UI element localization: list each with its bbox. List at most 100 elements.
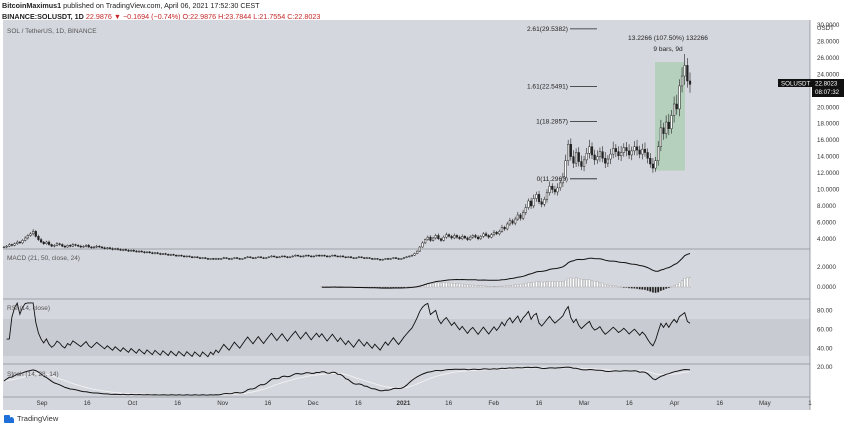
candle-body: [69, 245, 72, 247]
stoch-tick-label: 20.00: [817, 364, 833, 371]
candle-body: [389, 258, 392, 260]
macd-histogram-bar: [437, 282, 440, 288]
measure-box[interactable]: 13.2266 (107.50%) 132266 9 bars, 9d: [628, 35, 708, 171]
candle-body: [177, 254, 180, 257]
candle-body: [122, 249, 125, 251]
candle-body: [418, 246, 421, 252]
candle-body: [230, 258, 233, 260]
candle-body: [172, 254, 175, 256]
macd-histogram-bar: [646, 286, 649, 291]
price-tick-label: 8.0000: [817, 203, 836, 210]
candle-body: [246, 256, 249, 258]
candle-body: [220, 258, 223, 260]
candle-body: [402, 257, 406, 259]
candle-body: [588, 146, 591, 154]
macd-histogram-bar: [381, 286, 384, 288]
candle-body: [670, 115, 673, 129]
macd-histogram-bar: [625, 286, 628, 288]
macd-histogram-bar: [447, 282, 450, 288]
candle-body: [100, 246, 104, 249]
candle-body: [421, 242, 424, 248]
candle-body: [212, 258, 215, 260]
macd-histogram-bar: [519, 284, 522, 288]
candle-body: [585, 153, 588, 161]
macd-histogram-bar: [514, 284, 517, 288]
candle-body: [265, 257, 268, 259]
candle-body: [124, 249, 127, 251]
candle-body: [273, 255, 276, 258]
candle-body: [175, 254, 178, 257]
candle-body: [461, 236, 464, 240]
candle-body: [2, 246, 6, 249]
price-tick-label: 12.0000: [817, 170, 840, 177]
candle-body: [524, 207, 527, 213]
time-tick-label: 16: [84, 400, 91, 407]
candle-body: [116, 248, 120, 250]
candle-body: [447, 234, 451, 237]
symbol-badge: [778, 79, 813, 87]
candle-body: [394, 257, 398, 259]
candle-body: [580, 161, 583, 167]
time-tick-label: Nov: [217, 400, 229, 407]
candle-body: [135, 250, 138, 253]
candle-body: [151, 252, 154, 254]
macd-histogram-bar: [434, 282, 437, 288]
macd-histogram-bar: [604, 284, 607, 288]
last-price-text: 22.8023: [815, 81, 838, 88]
candle-body: [98, 245, 101, 248]
candle-body: [635, 146, 639, 151]
candle-body: [355, 257, 358, 259]
candle-body: [153, 252, 157, 254]
time-axis[interactable]: Sep 16 Oct 16 Nov 16 Dec 16 2021 16 Feb 16 Mar 16 Apr 1…: [36, 400, 812, 407]
time-tick-label: 16: [264, 400, 271, 407]
candle-body: [18, 241, 22, 244]
candle-body: [145, 251, 149, 254]
candle-body: [416, 250, 419, 254]
candle-body: [251, 257, 255, 259]
candle-body: [21, 240, 24, 244]
candle-body: [188, 255, 191, 258]
macd-histogram-bar: [614, 285, 617, 288]
candle-body: [95, 245, 98, 248]
candle-body: [58, 243, 61, 245]
candle-body: [397, 258, 400, 260]
macd-histogram-bar: [665, 286, 668, 289]
candle-body: [13, 243, 16, 246]
macd-histogram-bar: [643, 286, 646, 291]
macd-histogram-bar: [683, 278, 686, 288]
price-tick-label: 18.0000: [817, 121, 840, 128]
candle-body: [127, 250, 130, 252]
time-tick-label: 16: [355, 400, 362, 407]
candle-body: [469, 236, 472, 240]
price-axis[interactable]: 30.000028.000026.000024.000022.000020.00…: [817, 22, 840, 243]
macd-histogram-bar: [636, 286, 639, 289]
price-axis-unit: USDT: [817, 25, 834, 32]
published-text: published on TradingView.com, April 06, …: [61, 1, 260, 10]
candle-body: [249, 256, 252, 258]
fib-extension[interactable]: 2.61(29.5382) 1.61(22.5491) 1(18.2857) 0(11…: [527, 26, 597, 183]
candle-body: [667, 121, 670, 129]
candle-body: [10, 244, 14, 246]
macd-histogram-bar: [495, 286, 498, 288]
footer-brand[interactable]: TradingView: [4, 414, 58, 423]
macd-histogram-bar: [598, 282, 601, 288]
candle-body: [378, 259, 382, 261]
candle-body: [529, 200, 533, 207]
ohlc-values: 22.9876 ▼ −0.1694 (−0.74%) O:22.9876 H:2…: [85, 12, 321, 21]
candle-body: [476, 236, 480, 240]
candle-body: [474, 235, 477, 238]
macd-histogram-bar: [651, 286, 654, 293]
stoch-pane-label: Stoch (14, 28, 14): [7, 371, 59, 378]
candle-body: [559, 182, 562, 189]
candle-body: [672, 103, 676, 116]
candle-body: [77, 245, 80, 247]
macd-histogram-bar: [511, 284, 514, 288]
price-badge: SOLUSDT 22.8023 08:07:32: [778, 79, 844, 97]
candle-body: [296, 254, 300, 257]
macd-histogram-bar: [500, 285, 503, 288]
candle-body: [323, 254, 326, 257]
candle-body: [455, 235, 459, 238]
candle-body: [532, 198, 535, 207]
symbol-info: BINANCE:SOLUSDT, 1D 22.9876 ▼ −0.1694 (−…: [2, 12, 320, 21]
